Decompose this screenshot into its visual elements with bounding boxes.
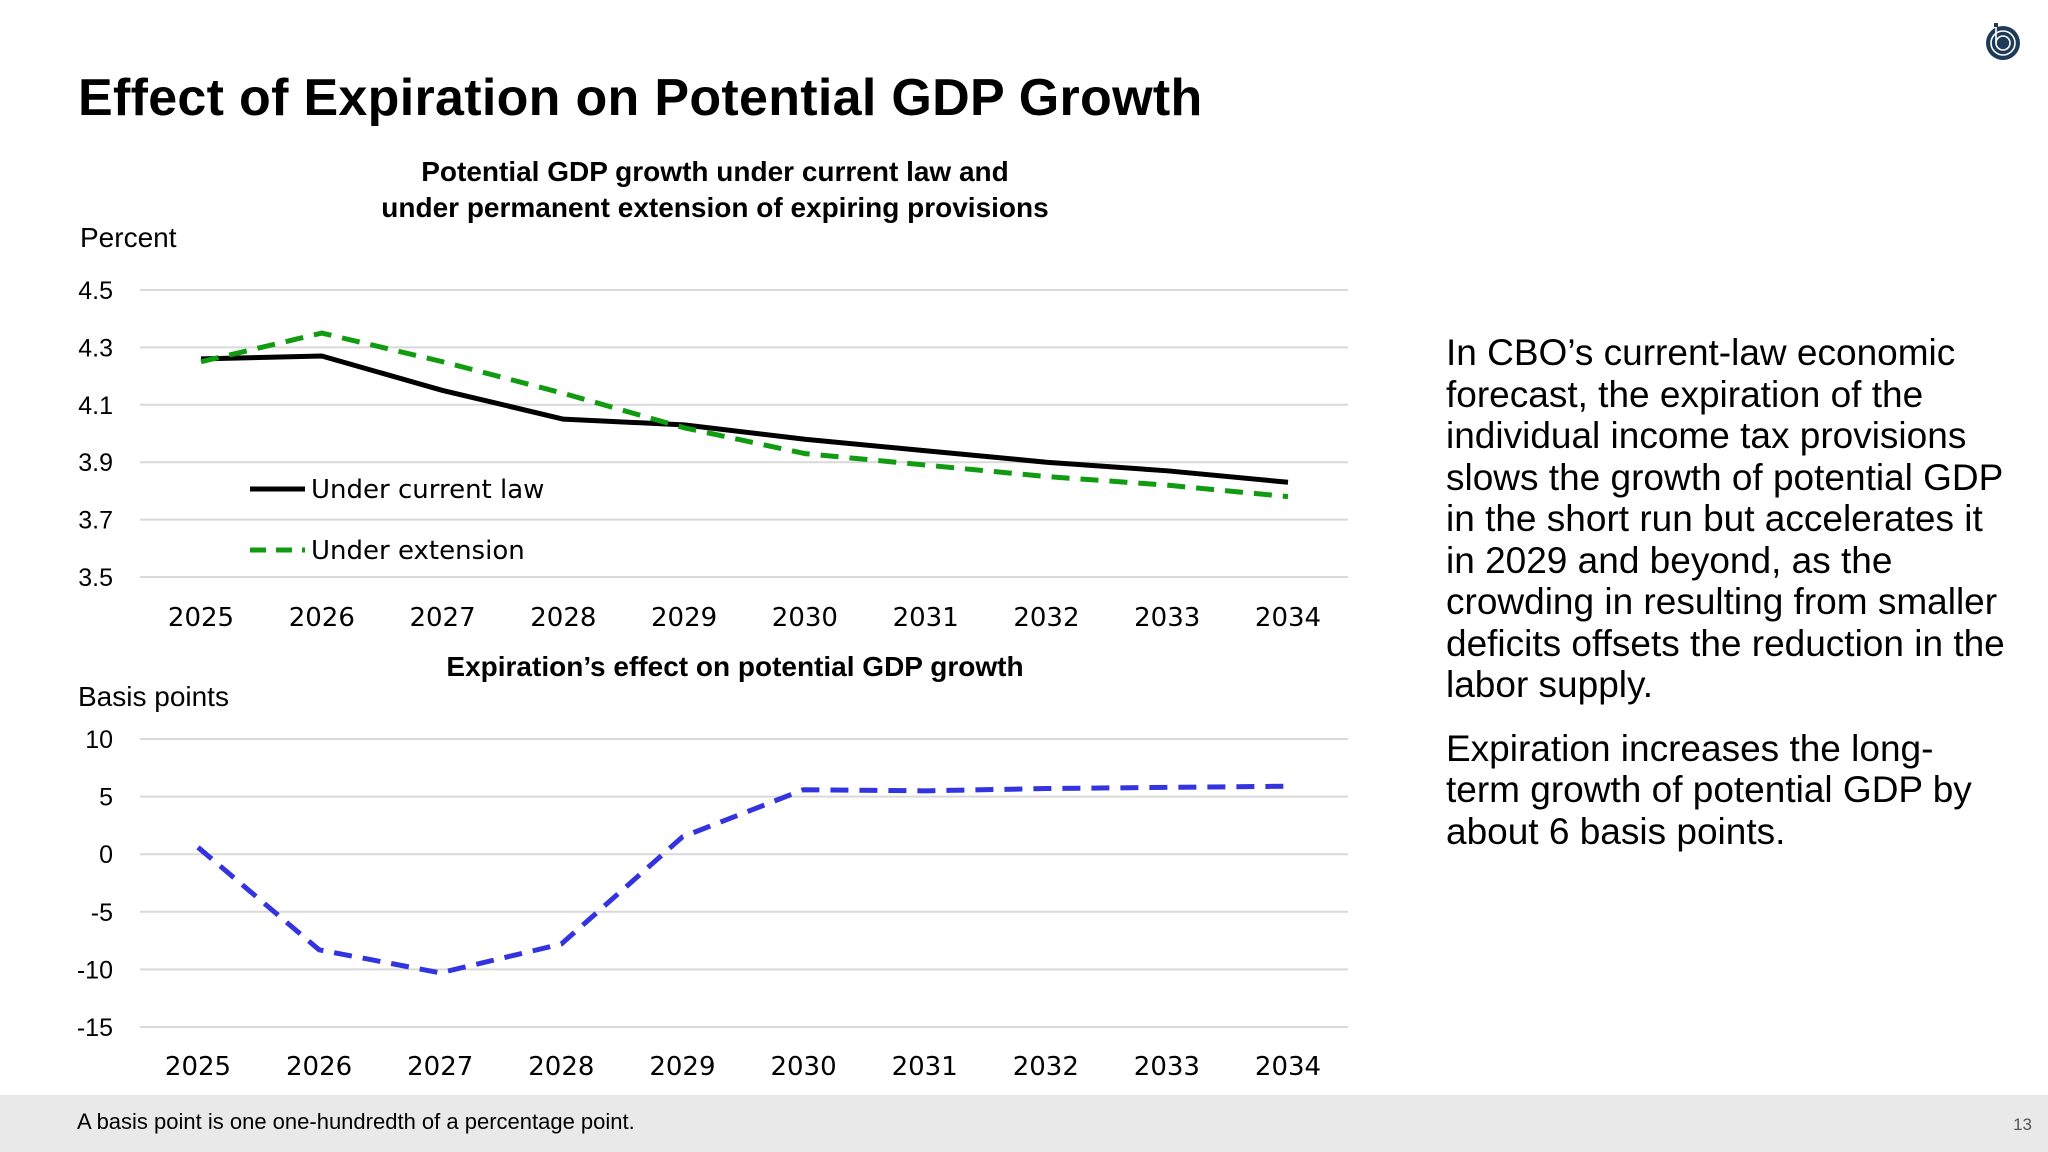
x-tick-label: 2026	[286, 1052, 352, 1082]
x-tick-label: 2028	[528, 1052, 594, 1082]
series-line	[200, 330, 1289, 500]
x-tick-label: 2033	[1134, 603, 1200, 633]
y-axis-label: Percent	[80, 222, 177, 253]
series-line	[200, 353, 1289, 485]
y-tick-label: 5	[99, 784, 113, 812]
charts: Potential GDP growth under current law a…	[77, 156, 1348, 1082]
footnote: A basis point is one one-hundredth of a …	[77, 1109, 635, 1134]
y-tick-label: 0	[99, 841, 113, 869]
x-tick-label: 2033	[1134, 1052, 1200, 1082]
x-tick-label: 2027	[407, 1052, 473, 1082]
x-tick-label: 2029	[651, 603, 717, 633]
x-tick-label: 2026	[289, 603, 355, 633]
y-tick-label: 3.9	[78, 449, 113, 477]
chart-title: Potential GDP growth under current law a…	[421, 156, 1009, 187]
y-tick-label: 3.7	[78, 507, 113, 535]
slide-title: Effect of Expiration on Potential GDP Gr…	[78, 69, 1203, 127]
series-line	[196, 783, 1289, 976]
x-tick-label: 2027	[409, 603, 475, 633]
x-tick-label: 2025	[168, 603, 234, 633]
side-commentary: In CBO’s current-law economic forecast, …	[1446, 332, 2006, 874]
x-tick-label: 2031	[892, 1052, 958, 1082]
commentary-paragraph: Expiration increases the long-term growt…	[1446, 727, 1972, 852]
chart-title: under permanent extension of expiring pr…	[381, 192, 1048, 223]
y-axis-label: Basis points	[78, 681, 229, 712]
x-tick-label: 2031	[893, 603, 959, 633]
y-tick-label: 3.5	[78, 564, 113, 592]
x-tick-label: 2030	[770, 1052, 836, 1082]
y-tick-label: 4.5	[78, 277, 113, 305]
footer: A basis point is one one-hundredth of a …	[0, 1095, 2048, 1152]
commentary-paragraph: In CBO’s current-law economic forecast, …	[1446, 332, 2005, 705]
cbo-logo-icon	[1986, 23, 2020, 60]
legend-label: Under current law	[311, 475, 544, 505]
x-tick-label: 2029	[649, 1052, 715, 1082]
x-tick-label: 2032	[1013, 1052, 1079, 1082]
page-number: 13	[2013, 1115, 2032, 1134]
y-tick-label: 10	[85, 726, 113, 754]
y-tick-label: -15	[77, 1014, 113, 1042]
x-tick-label: 2034	[1255, 1052, 1321, 1082]
chart-title: Expiration’s effect on potential GDP gro…	[446, 651, 1023, 682]
y-tick-label: -10	[77, 956, 113, 984]
legend-label: Under extension	[311, 536, 525, 566]
x-tick-label: 2034	[1255, 603, 1321, 633]
x-tick-label: 2025	[165, 1052, 231, 1082]
x-tick-label: 2030	[772, 603, 838, 633]
y-tick-label: 4.1	[78, 392, 113, 420]
x-tick-label: 2028	[530, 603, 596, 633]
x-tick-label: 2032	[1013, 603, 1079, 633]
y-tick-label: 4.3	[78, 334, 113, 362]
y-tick-label: -5	[91, 899, 113, 927]
